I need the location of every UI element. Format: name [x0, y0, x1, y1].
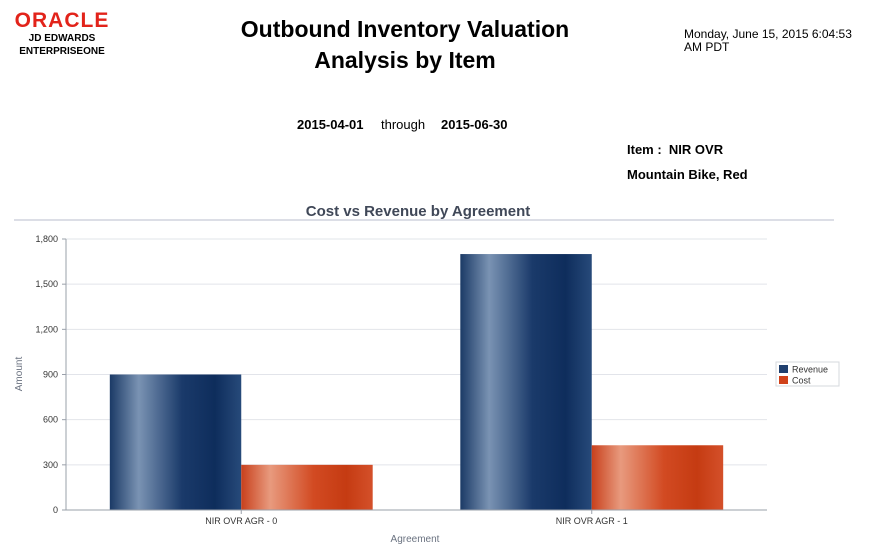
x-tick-label: NIR OVR AGR - 0 [205, 516, 277, 526]
run-date: Monday, June 15, 2015 6:04:53 AM PDT [684, 28, 864, 54]
legend-label-cost: Cost [792, 376, 811, 386]
y-axis-title: Amount [14, 357, 25, 392]
bar-revenue-0 [109, 374, 242, 510]
bar-cost-1 [591, 445, 724, 510]
y-tick-label: 900 [43, 370, 58, 380]
to-date: 2015-06-30 [441, 117, 508, 132]
run-date-line1: Monday, June 15, 2015 6:04:53 [684, 27, 852, 41]
y-tick-label: 0 [53, 505, 58, 515]
run-date-line2: AM PDT [684, 40, 730, 54]
legend-swatch-cost [779, 376, 788, 384]
y-tick-label: 1,800 [35, 234, 58, 244]
item-description: Mountain Bike, Red [627, 167, 748, 182]
through-label: through [381, 117, 426, 132]
y-tick-label: 1,200 [35, 324, 58, 334]
chart-title: Cost vs Revenue by Agreement [306, 203, 531, 220]
report-title: Outbound Inventory Valuation Analysis by… [205, 14, 605, 76]
logo-oracle-text: ORACLE [14, 9, 110, 32]
x-axis-title: Agreement [391, 534, 440, 545]
x-tick-label: NIR OVR AGR - 1 [556, 516, 628, 526]
y-tick-label: 1,500 [35, 279, 58, 289]
item-label: Item : [627, 142, 662, 157]
y-tick-label: 600 [43, 415, 58, 425]
bar-cost-0 [241, 464, 373, 510]
legend-swatch-revenue [779, 365, 788, 373]
from-date: 2015-04-01 [297, 117, 364, 132]
y-tick-label: 300 [43, 460, 58, 470]
report-title-line2: Analysis by Item [314, 47, 496, 73]
item-value: NIR OVR [668, 142, 724, 157]
logo-enterpriseone-text: ENTERPRISEONE [19, 46, 105, 57]
legend-label-revenue: Revenue [792, 365, 828, 375]
oracle-jde-logo: ORACLE JD EDWARDS ENTERPRISEONE [14, 10, 110, 58]
bar-revenue-1 [460, 254, 592, 510]
item-line: Item : NIR OVR [627, 142, 723, 157]
report-title-line1: Outbound Inventory Valuation [240, 16, 570, 42]
logo-jd-edwards-text: JD EDWARDS [28, 33, 96, 44]
